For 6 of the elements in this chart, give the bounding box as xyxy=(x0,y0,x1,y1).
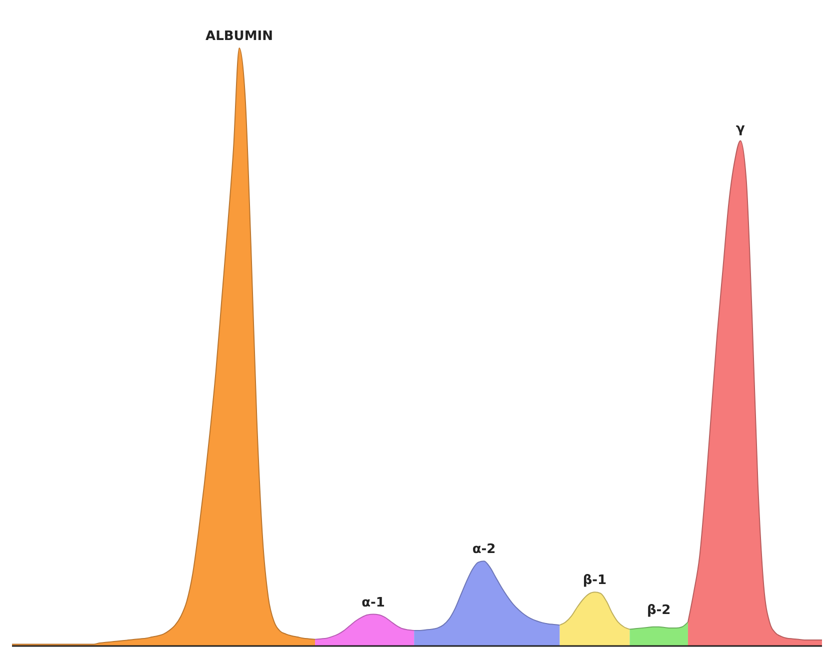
series-label: β-1 xyxy=(582,573,607,588)
series-label: β-2 xyxy=(646,603,671,618)
series-label: γ xyxy=(736,122,745,137)
series-label: α-1 xyxy=(362,595,385,610)
series-label: α-2 xyxy=(472,542,496,558)
series-label: ALBUMIN xyxy=(206,29,273,44)
